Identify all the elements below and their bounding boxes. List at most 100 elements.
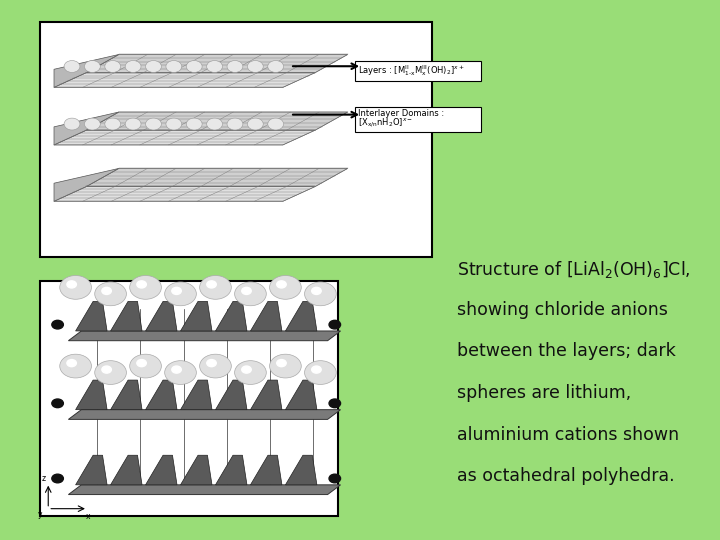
Circle shape <box>186 118 202 130</box>
Polygon shape <box>68 410 341 420</box>
Circle shape <box>207 118 222 130</box>
Circle shape <box>199 354 231 378</box>
Circle shape <box>52 320 63 329</box>
Polygon shape <box>76 455 107 485</box>
Circle shape <box>242 287 251 294</box>
Circle shape <box>199 275 231 299</box>
Polygon shape <box>251 455 282 485</box>
Circle shape <box>52 474 63 483</box>
Text: y: y <box>38 510 42 519</box>
Polygon shape <box>251 380 282 410</box>
Circle shape <box>186 60 202 72</box>
Circle shape <box>166 60 181 72</box>
Circle shape <box>105 60 121 72</box>
Circle shape <box>235 282 266 306</box>
Polygon shape <box>54 112 119 145</box>
Polygon shape <box>86 55 348 72</box>
Polygon shape <box>251 301 282 331</box>
Polygon shape <box>54 186 315 201</box>
Text: x: x <box>86 512 90 521</box>
Text: Interlayer Domains :: Interlayer Domains : <box>359 109 445 118</box>
Circle shape <box>67 360 76 367</box>
Circle shape <box>329 320 341 329</box>
Polygon shape <box>145 455 177 485</box>
Polygon shape <box>285 301 317 331</box>
Bar <box>355 61 481 82</box>
Text: Layers : $[\mathrm{M^{II}_{1\text{-}x}M^{III}_{x}(OH)_2}]^{x+}$: Layers : $[\mathrm{M^{II}_{1\text{-}x}M^… <box>359 63 465 78</box>
Text: spheres are lithium,: spheres are lithium, <box>457 384 631 402</box>
Polygon shape <box>215 301 247 331</box>
Circle shape <box>312 287 321 294</box>
Polygon shape <box>215 455 247 485</box>
Circle shape <box>305 361 336 384</box>
Circle shape <box>166 118 181 130</box>
Circle shape <box>207 60 222 72</box>
Polygon shape <box>181 380 212 410</box>
Polygon shape <box>76 380 107 410</box>
Circle shape <box>305 282 336 306</box>
Circle shape <box>248 118 264 130</box>
Polygon shape <box>111 380 142 410</box>
Circle shape <box>145 60 161 72</box>
Text: as octahedral polyhedra.: as octahedral polyhedra. <box>457 467 675 485</box>
Text: aluminium cations shown: aluminium cations shown <box>457 426 680 443</box>
Circle shape <box>227 60 243 72</box>
Polygon shape <box>145 380 177 410</box>
Circle shape <box>130 354 161 378</box>
Circle shape <box>329 399 341 408</box>
Circle shape <box>268 118 284 130</box>
Circle shape <box>64 60 80 72</box>
Circle shape <box>329 474 341 483</box>
Polygon shape <box>54 55 119 87</box>
Circle shape <box>84 118 100 130</box>
Circle shape <box>235 361 266 384</box>
Circle shape <box>102 366 112 373</box>
Bar <box>355 106 481 132</box>
Circle shape <box>165 361 197 384</box>
Polygon shape <box>285 455 317 485</box>
Circle shape <box>207 360 216 367</box>
Circle shape <box>165 282 197 306</box>
Polygon shape <box>285 380 317 410</box>
Bar <box>40 22 432 256</box>
Circle shape <box>125 60 141 72</box>
Circle shape <box>60 354 91 378</box>
Polygon shape <box>68 485 341 495</box>
Circle shape <box>276 360 287 367</box>
Polygon shape <box>54 168 119 201</box>
Circle shape <box>67 281 76 288</box>
Polygon shape <box>68 331 341 341</box>
Bar <box>40 281 338 516</box>
Text: $[\mathrm{X_{x/n}nH_2O}]^{x-}$: $[\mathrm{X_{x/n}nH_2O}]^{x-}$ <box>359 116 413 129</box>
Text: Structure of [LiAl$_2$(OH)$_6$]Cl,: Structure of [LiAl$_2$(OH)$_6$]Cl, <box>457 259 690 280</box>
Polygon shape <box>215 380 247 410</box>
Circle shape <box>172 366 181 373</box>
Circle shape <box>248 60 264 72</box>
Polygon shape <box>86 168 348 186</box>
Circle shape <box>268 60 284 72</box>
Circle shape <box>52 399 63 408</box>
Polygon shape <box>111 455 142 485</box>
Text: showing chloride anions: showing chloride anions <box>457 301 668 319</box>
Circle shape <box>137 281 146 288</box>
Text: between the layers; dark: between the layers; dark <box>457 342 676 360</box>
Polygon shape <box>54 130 315 145</box>
Circle shape <box>137 360 146 367</box>
Circle shape <box>102 287 112 294</box>
Circle shape <box>276 281 287 288</box>
Polygon shape <box>111 301 142 331</box>
Polygon shape <box>181 301 212 331</box>
Polygon shape <box>54 72 315 87</box>
Circle shape <box>125 118 141 130</box>
Circle shape <box>207 281 216 288</box>
Text: z: z <box>41 474 45 483</box>
Circle shape <box>105 118 121 130</box>
Circle shape <box>269 275 301 299</box>
Circle shape <box>95 282 127 306</box>
Polygon shape <box>86 112 348 130</box>
Circle shape <box>269 354 301 378</box>
Circle shape <box>312 366 321 373</box>
Circle shape <box>172 287 181 294</box>
Circle shape <box>227 118 243 130</box>
Circle shape <box>84 60 100 72</box>
